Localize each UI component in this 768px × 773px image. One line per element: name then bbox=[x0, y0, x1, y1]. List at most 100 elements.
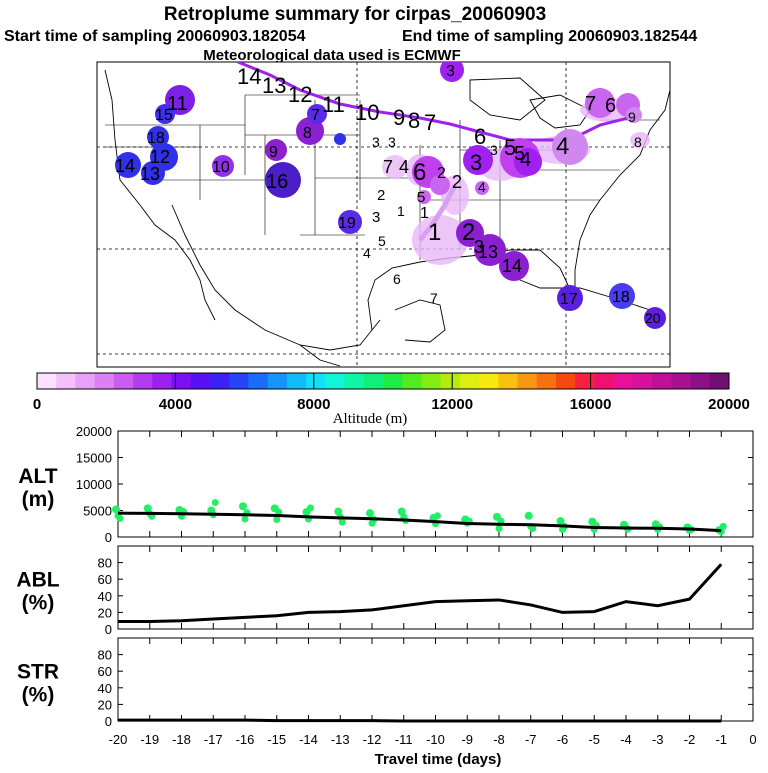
alt-point-7-2 bbox=[338, 518, 346, 526]
day-label-6: 6 bbox=[474, 124, 486, 149]
map-label-1c: 1 bbox=[428, 219, 441, 246]
panel-ytick-label-alt-0: 0 bbox=[105, 530, 112, 545]
day-label-7: 7 bbox=[424, 110, 436, 135]
colorbar-tick-label-5: 20000 bbox=[708, 396, 750, 413]
alt-point-8-0 bbox=[366, 509, 374, 518]
colorbar-cell-21 bbox=[440, 373, 461, 389]
day-label-11: 11 bbox=[322, 92, 345, 117]
map-label-7: 7 bbox=[311, 107, 320, 124]
map-label-3n: 3 bbox=[446, 63, 455, 80]
alt-point-5-2 bbox=[275, 508, 283, 516]
colorbar-tick-label-2: 8000 bbox=[297, 396, 330, 413]
map-label-3b: 3 bbox=[388, 134, 396, 150]
panel-ytick-label-str-0: 0 bbox=[105, 714, 112, 729]
alt-point-13-2 bbox=[529, 525, 537, 533]
map-label-4c: 4 bbox=[478, 179, 486, 195]
alt-point-14-0 bbox=[556, 517, 565, 526]
map-label-6e: 6 bbox=[605, 95, 616, 117]
map-label-16: 16 bbox=[266, 171, 288, 193]
panel-frame-abl bbox=[117, 545, 754, 630]
panel-ylabel-bottom-str: (%) bbox=[22, 684, 55, 707]
trajectory-tail bbox=[418, 183, 458, 242]
colorbar-cell-24 bbox=[498, 373, 519, 389]
xtick-label-5: -15 bbox=[267, 732, 286, 747]
day-label-4: 4 bbox=[556, 133, 569, 160]
map-label-19: 19 bbox=[338, 215, 356, 232]
map-label-10: 10 bbox=[212, 159, 230, 176]
panel-ytick-label-alt-1: 5000 bbox=[83, 504, 112, 519]
map-label-5b: 5 bbox=[514, 143, 525, 165]
colorbar-cell-20 bbox=[421, 373, 442, 389]
map-label-6a: 6 bbox=[413, 159, 426, 186]
xtick-label-14: -6 bbox=[557, 732, 569, 747]
xtick-label-11: -9 bbox=[461, 732, 473, 747]
colorbar-cell-29 bbox=[594, 373, 615, 389]
map-label-2d: 2 bbox=[462, 219, 475, 246]
colorbar-cell-0 bbox=[37, 373, 57, 389]
colorbar-cell-27 bbox=[556, 373, 576, 389]
colorbar-cell-26 bbox=[536, 373, 557, 389]
map-label-9e: 9 bbox=[628, 109, 636, 125]
panel-ytick-label-str-3: 60 bbox=[98, 664, 112, 679]
colorbar-cell-31 bbox=[632, 373, 653, 389]
xtick-label-13: -7 bbox=[525, 732, 537, 747]
panel-ytick-label-str-2: 40 bbox=[98, 681, 112, 696]
colorbar-cell-11 bbox=[248, 373, 269, 389]
day-label-10: 10 bbox=[355, 100, 379, 125]
xtick-label-9: -11 bbox=[395, 732, 413, 747]
xtick-label-12: -8 bbox=[493, 732, 505, 747]
map-label-2a: 2 bbox=[437, 165, 446, 182]
map-label-5c: 5 bbox=[417, 189, 425, 206]
map-label-2c: 2 bbox=[377, 187, 385, 204]
series-line-alt bbox=[117, 511, 722, 533]
colorbar-tick-label-4: 16000 bbox=[570, 396, 612, 413]
xtick-label-17: -3 bbox=[652, 732, 664, 747]
panel-ytick-label-str-1: 20 bbox=[98, 697, 112, 712]
series-line-abl bbox=[118, 563, 723, 624]
map-label-3f: 3 bbox=[474, 237, 484, 257]
colorbar-cell-4 bbox=[113, 373, 134, 389]
start-time-label: Start time of sampling 20060903.182054 bbox=[4, 28, 306, 45]
xtick-label-0: -20 bbox=[109, 732, 128, 747]
map-label-7b: 7 bbox=[430, 290, 438, 306]
colorbar-cell-25 bbox=[517, 373, 538, 389]
colorbar-cell-14 bbox=[306, 373, 326, 389]
xtick-label-19: -1 bbox=[715, 732, 727, 747]
map-label-9: 9 bbox=[269, 144, 278, 161]
plume-circles bbox=[115, 62, 666, 329]
colorbar-tick-label-3: 12000 bbox=[431, 396, 473, 413]
day-label-12: 12 bbox=[288, 82, 312, 107]
xtick-label-3: -17 bbox=[204, 732, 223, 747]
colorbar-tick-label-1: 4000 bbox=[159, 396, 192, 413]
map-label-13w: 13 bbox=[140, 164, 160, 184]
alt-point-5-1 bbox=[273, 516, 281, 524]
colorbar-cell-23 bbox=[479, 373, 499, 389]
map-label-1b: 1 bbox=[420, 205, 429, 222]
colorbar-cell-28 bbox=[575, 373, 595, 389]
map-label-4b: 4 bbox=[520, 149, 531, 171]
map-label-8e: 8 bbox=[634, 134, 642, 150]
map-label-13s: 13 bbox=[478, 242, 498, 262]
map-label-6b: 6 bbox=[393, 271, 401, 287]
panel-ylabel-top-alt: ALT bbox=[18, 465, 57, 488]
series-line-str bbox=[118, 718, 722, 723]
panel-ytick-label-abl-2: 40 bbox=[98, 589, 112, 604]
panel-ylabel-bottom-abl: (%) bbox=[22, 592, 55, 615]
panel-ytick-label-alt-2: 10000 bbox=[76, 477, 112, 492]
alt-point-0-0 bbox=[112, 505, 120, 514]
alt-point-6-2 bbox=[307, 504, 314, 512]
colorbar-cell-3 bbox=[94, 373, 115, 389]
colorbar-cell-16 bbox=[344, 373, 365, 389]
alt-point-4-1 bbox=[241, 515, 249, 523]
alt-point-13-0 bbox=[524, 511, 533, 520]
xtick-label-4: -16 bbox=[236, 732, 255, 747]
map-label-14w: 14 bbox=[115, 156, 135, 176]
xtick-label-10: -10 bbox=[426, 732, 445, 747]
colorbar-frame bbox=[36, 372, 730, 390]
panel-frame-str bbox=[117, 637, 754, 722]
colorbar-cell-1 bbox=[56, 373, 76, 389]
colorbar-cell-13 bbox=[286, 373, 307, 389]
map-label-4d: 4 bbox=[363, 245, 371, 261]
